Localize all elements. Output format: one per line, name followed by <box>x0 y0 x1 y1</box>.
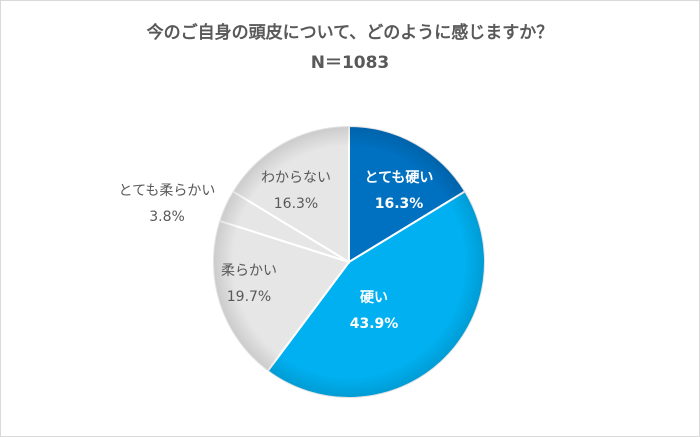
slice-label-text: とても硬い <box>364 170 434 186</box>
slice-label-text: わからない <box>261 170 331 186</box>
slice-label-unknown: わからない 16.3% <box>261 165 331 217</box>
slice-label-value: 43.9% <box>349 316 399 332</box>
slice-label-text: 硬い <box>359 290 388 306</box>
slice-label-very-soft: とても柔らかい 3.8% <box>119 178 216 230</box>
slice-label-very-hard: とても硬い 16.3% <box>365 165 434 217</box>
slice-label-text: 柔らかい <box>221 263 277 279</box>
slice-label-value: 19.7% <box>226 289 272 305</box>
slice-label-value: 16.3% <box>374 196 424 212</box>
chart-title: 今のご自身の頭皮について、どのように感じますか？ <box>146 23 554 43</box>
slice-label-value: 3.8% <box>149 209 185 225</box>
chart-subtitle: N＝1083 <box>310 53 390 73</box>
slice-label-hard: 硬い 43.9% <box>350 285 399 337</box>
slice-label-value: 16.3% <box>273 196 319 212</box>
slice-label-soft: 柔らかい 19.7% <box>221 258 277 310</box>
slice-label-text: とても柔らかい <box>118 183 216 199</box>
